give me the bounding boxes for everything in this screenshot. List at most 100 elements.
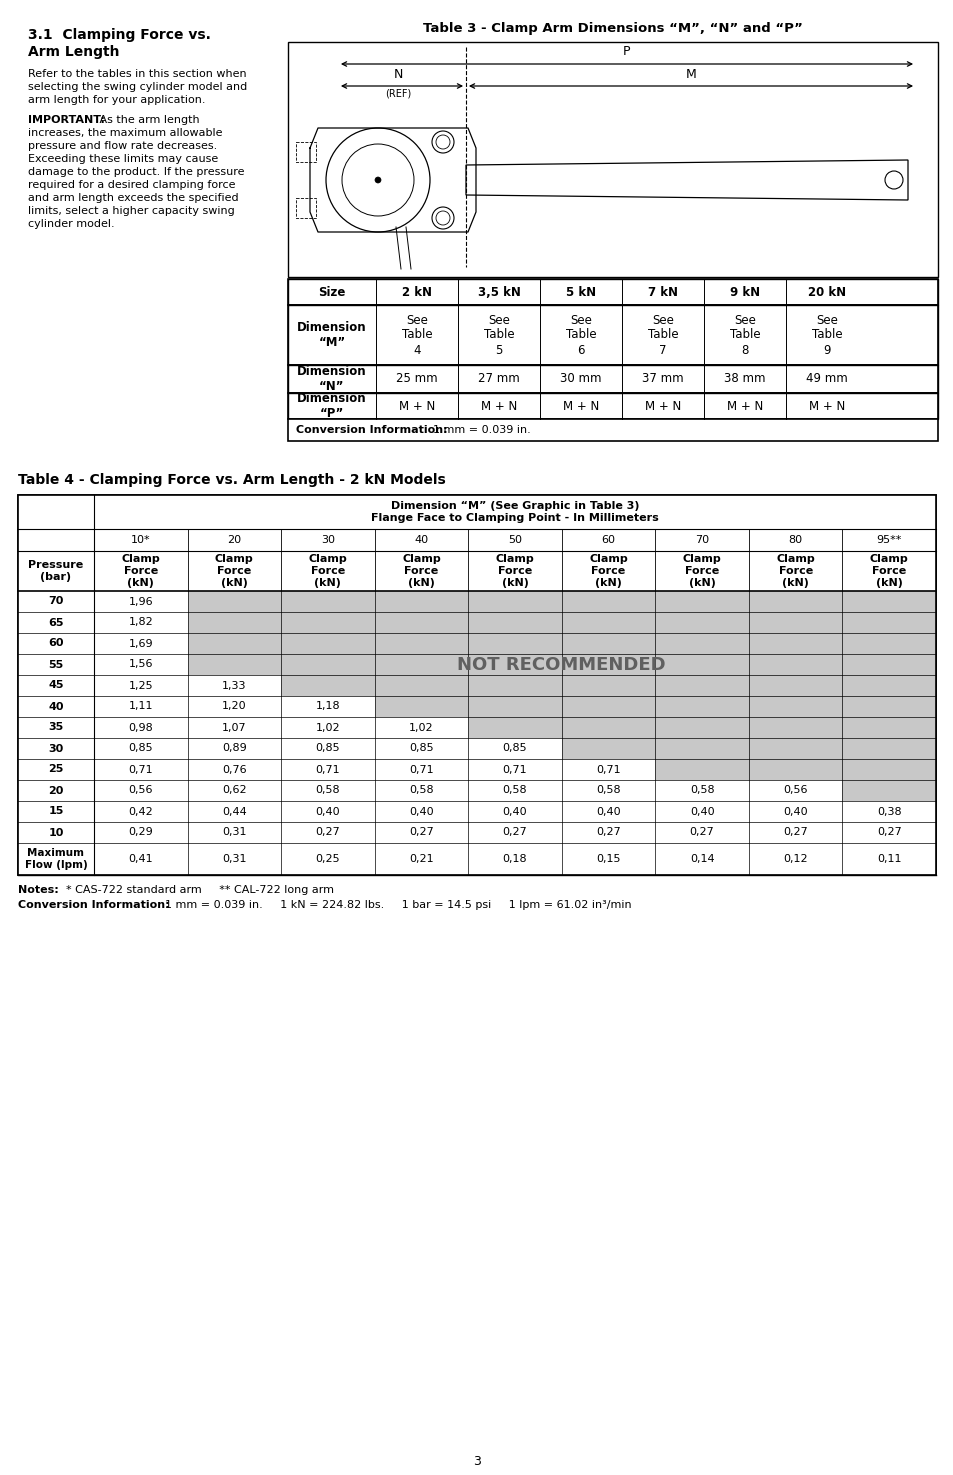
- Bar: [281, 760, 375, 780]
- Text: 0,76: 0,76: [222, 764, 247, 774]
- Text: Clamp
Force
(kN): Clamp Force (kN): [589, 555, 627, 587]
- Bar: [375, 760, 468, 780]
- Bar: [375, 696, 468, 717]
- Text: 49 mm: 49 mm: [805, 373, 847, 385]
- Text: 0,27: 0,27: [315, 827, 340, 838]
- Text: Dimension
“M”: Dimension “M”: [297, 322, 366, 350]
- Bar: [94, 780, 188, 801]
- Bar: [748, 717, 841, 738]
- Text: 0,40: 0,40: [782, 807, 807, 817]
- Text: 0,40: 0,40: [409, 807, 434, 817]
- Bar: [94, 633, 188, 653]
- Text: Size: Size: [318, 286, 345, 298]
- Bar: [655, 676, 748, 696]
- Text: 0,56: 0,56: [782, 786, 807, 795]
- Text: 0,58: 0,58: [689, 786, 714, 795]
- Bar: [468, 653, 561, 676]
- Bar: [375, 530, 468, 552]
- Text: Maximum
Flow (lpm): Maximum Flow (lpm): [25, 848, 88, 870]
- Bar: [281, 612, 375, 633]
- Bar: [468, 591, 561, 612]
- Text: As the arm length: As the arm length: [96, 115, 199, 125]
- Bar: [188, 801, 281, 822]
- Text: Clamp
Force
(kN): Clamp Force (kN): [401, 555, 440, 587]
- Text: 20: 20: [227, 535, 241, 544]
- Text: cylinder model.: cylinder model.: [28, 218, 114, 229]
- Text: pressure and flow rate decreases.: pressure and flow rate decreases.: [28, 142, 217, 150]
- Text: 65: 65: [49, 618, 64, 627]
- Text: M: M: [685, 68, 696, 81]
- Text: 0,71: 0,71: [409, 764, 434, 774]
- Bar: [18, 591, 94, 612]
- Bar: [841, 696, 935, 717]
- Bar: [748, 612, 841, 633]
- Text: damage to the product. If the pressure: damage to the product. If the pressure: [28, 167, 244, 177]
- Text: 0,27: 0,27: [409, 827, 434, 838]
- Text: 0,85: 0,85: [409, 743, 434, 754]
- Bar: [281, 738, 375, 760]
- Bar: [468, 696, 561, 717]
- Bar: [561, 822, 655, 844]
- Bar: [288, 392, 937, 419]
- Bar: [18, 822, 94, 844]
- Text: * CAS-722 standard arm     ** CAL-722 long arm: * CAS-722 standard arm ** CAL-722 long a…: [66, 885, 334, 895]
- Text: 0,15: 0,15: [596, 854, 620, 864]
- Text: See
Table
7: See Table 7: [647, 314, 678, 357]
- Bar: [94, 530, 188, 552]
- Text: 7 kN: 7 kN: [647, 286, 678, 298]
- Text: 1,56: 1,56: [129, 659, 152, 670]
- Text: 0,40: 0,40: [315, 807, 340, 817]
- Bar: [18, 738, 94, 760]
- Bar: [468, 760, 561, 780]
- Bar: [561, 844, 655, 875]
- Text: 0,40: 0,40: [689, 807, 714, 817]
- Text: 0,85: 0,85: [502, 743, 527, 754]
- Bar: [655, 801, 748, 822]
- Text: 1,25: 1,25: [129, 680, 152, 690]
- Bar: [655, 633, 748, 653]
- Bar: [655, 780, 748, 801]
- Text: 0,85: 0,85: [315, 743, 340, 754]
- Text: P: P: [622, 46, 630, 58]
- Text: 0,25: 0,25: [315, 854, 340, 864]
- Bar: [748, 676, 841, 696]
- Text: 30: 30: [320, 535, 335, 544]
- Text: 38 mm: 38 mm: [723, 373, 765, 385]
- Text: 0,38: 0,38: [876, 807, 901, 817]
- Text: 70: 70: [49, 596, 64, 606]
- Text: 0,18: 0,18: [502, 854, 527, 864]
- Bar: [375, 552, 468, 591]
- Text: 80: 80: [788, 535, 801, 544]
- Bar: [18, 717, 94, 738]
- Text: Clamp
Force
(kN): Clamp Force (kN): [308, 555, 347, 587]
- Bar: [375, 633, 468, 653]
- Bar: [655, 591, 748, 612]
- Bar: [18, 612, 94, 633]
- Bar: [288, 279, 937, 305]
- Text: (REF): (REF): [384, 88, 411, 99]
- Text: Clamp
Force
(kN): Clamp Force (kN): [776, 555, 814, 587]
- Bar: [655, 822, 748, 844]
- Bar: [841, 676, 935, 696]
- Bar: [281, 696, 375, 717]
- Text: 20 kN: 20 kN: [807, 286, 845, 298]
- Text: M + N: M + N: [726, 400, 762, 413]
- Text: 0,56: 0,56: [129, 786, 152, 795]
- Text: 2 kN: 2 kN: [401, 286, 432, 298]
- Text: Conversion Information:: Conversion Information:: [295, 425, 447, 435]
- Text: 1,18: 1,18: [315, 702, 340, 711]
- Bar: [94, 676, 188, 696]
- Bar: [188, 552, 281, 591]
- Bar: [94, 822, 188, 844]
- Text: 1,07: 1,07: [222, 723, 247, 733]
- Bar: [188, 696, 281, 717]
- Text: 1,82: 1,82: [129, 618, 153, 627]
- Text: 60: 60: [49, 639, 64, 649]
- Text: 0,40: 0,40: [596, 807, 620, 817]
- Bar: [468, 530, 561, 552]
- Bar: [561, 676, 655, 696]
- Bar: [561, 612, 655, 633]
- Bar: [375, 844, 468, 875]
- Text: 10: 10: [49, 827, 64, 838]
- Bar: [655, 696, 748, 717]
